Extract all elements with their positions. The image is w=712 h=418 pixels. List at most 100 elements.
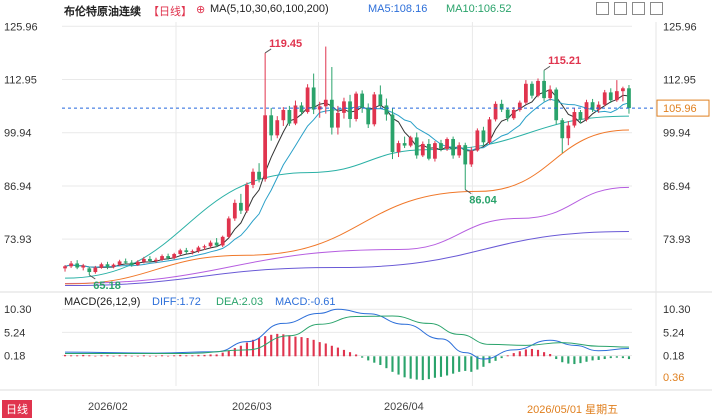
macd-bar — [585, 356, 588, 362]
period-label[interactable]: 【日线】 — [148, 6, 192, 18]
candle-body — [378, 94, 383, 106]
candle-body — [372, 94, 377, 125]
candle-body — [348, 101, 352, 119]
candle — [220, 235, 225, 248]
y-tick-right: 73.93 — [663, 234, 691, 246]
candle-body — [269, 115, 274, 136]
candle-body — [627, 88, 631, 109]
macd-bar — [173, 355, 176, 357]
macd-bar — [209, 354, 212, 357]
candle — [433, 141, 437, 162]
candle — [457, 142, 462, 158]
macd-bar — [561, 356, 564, 363]
candle — [184, 247, 189, 254]
candle-body — [190, 251, 195, 253]
candle — [329, 67, 334, 135]
scroll-left-icon[interactable] — [632, 2, 645, 15]
candle — [542, 70, 546, 102]
candle-body — [505, 109, 510, 119]
symbol-title: 布伦特原油连续 — [64, 6, 141, 18]
candle-body — [287, 109, 292, 124]
candle-body — [117, 261, 122, 265]
candle — [396, 140, 401, 158]
macd-bar — [251, 339, 255, 357]
macd-title: MACD(26,12,9) — [64, 296, 141, 308]
candle — [148, 256, 152, 263]
zoom-in-icon[interactable] — [596, 2, 609, 15]
macd-bar — [476, 356, 479, 370]
candle-body — [463, 145, 468, 165]
candle — [257, 163, 261, 183]
period-badge[interactable]: 日线 — [2, 400, 32, 418]
annotation-label: 115.21 — [548, 55, 581, 67]
candle-body — [354, 93, 358, 119]
candle — [596, 101, 601, 113]
candle-body — [93, 267, 98, 273]
candle-body — [457, 145, 462, 156]
candle — [548, 85, 553, 101]
zoom-out-icon[interactable] — [614, 2, 627, 15]
ma5-line — [64, 88, 630, 268]
annotation-label: 119.45 — [269, 38, 302, 50]
macd-tick-right: 0.18 — [663, 350, 684, 362]
macd-bar — [342, 349, 346, 357]
candle-body — [614, 91, 619, 101]
candle — [517, 100, 522, 112]
macd-bar — [197, 354, 200, 357]
candle-body — [226, 218, 231, 237]
candle-body — [384, 105, 389, 115]
candle — [408, 135, 413, 148]
macd-bar — [609, 356, 612, 359]
macd-bar — [433, 356, 436, 378]
scroll-right-icon[interactable] — [650, 2, 663, 15]
macd-bar — [348, 352, 352, 357]
candle-body — [439, 143, 443, 149]
macd-bar — [185, 355, 188, 357]
candle-body — [99, 264, 104, 268]
candle — [245, 182, 249, 213]
macd-bar — [397, 356, 400, 375]
candle — [384, 98, 389, 121]
macd-bar — [615, 356, 618, 358]
candle-body — [87, 268, 92, 273]
macd-bar — [148, 355, 151, 357]
macd-bar — [603, 356, 606, 360]
candle-body — [390, 114, 395, 153]
candle-body — [493, 103, 498, 120]
ma5-value: MA5:108.16 — [368, 3, 428, 15]
macd-bar — [470, 356, 473, 372]
date-label: 2026/05/01 星期五 — [527, 404, 619, 416]
macd-bar — [112, 355, 115, 357]
candle-body — [408, 137, 413, 146]
candle-body — [196, 247, 201, 252]
macd-diff: DIFF:1.72 — [152, 296, 201, 308]
candle — [372, 91, 377, 127]
macd-bar — [482, 356, 485, 367]
macd-tick-left: 0.18 — [4, 350, 25, 362]
macd-bar — [373, 356, 376, 363]
macd-tick-left: 5.24 — [4, 327, 25, 339]
candle-body — [281, 109, 286, 121]
y-tick-left: 86.94 — [4, 181, 32, 193]
macd-bar — [215, 354, 218, 357]
macd-bar — [221, 352, 224, 357]
current-price-box — [656, 99, 710, 117]
candle-body — [148, 258, 152, 261]
candle-body — [566, 125, 571, 139]
candle-body — [366, 107, 371, 125]
macd-bar — [421, 356, 424, 381]
settings-icon[interactable]: ⊕ — [196, 4, 206, 16]
macd-tick-right: 5.24 — [663, 327, 684, 339]
y-tick-left: 99.94 — [4, 128, 32, 140]
candle-body — [360, 93, 365, 108]
macd-bar — [330, 345, 333, 357]
candle — [190, 249, 195, 255]
macd-bar — [270, 334, 273, 357]
candle-body — [293, 105, 298, 124]
candle-body — [141, 258, 146, 262]
candle — [81, 263, 86, 271]
candle-body — [414, 137, 419, 156]
candle — [135, 260, 140, 266]
macd-bar — [336, 347, 339, 357]
